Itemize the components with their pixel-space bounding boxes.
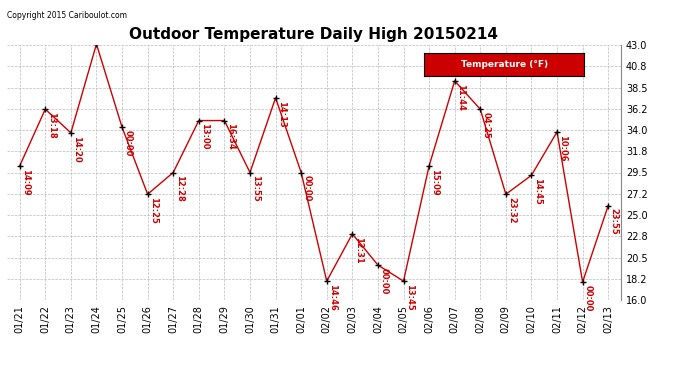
- Text: 13:18: 13:18: [47, 112, 56, 139]
- Text: 00:00: 00:00: [302, 175, 312, 202]
- Text: 23:55: 23:55: [609, 209, 619, 235]
- Text: 16:34: 16:34: [226, 123, 235, 150]
- Text: 15:09: 15:09: [431, 169, 440, 195]
- Text: 12:31: 12:31: [354, 237, 363, 263]
- Text: 12:28: 12:28: [175, 175, 184, 202]
- Text: 14:13: 14:13: [277, 100, 286, 128]
- Text: 14:45: 14:45: [533, 178, 542, 205]
- Text: 14:46: 14:46: [328, 284, 337, 311]
- Text: 11:44: 11:44: [456, 84, 465, 111]
- Text: 12:25: 12:25: [149, 197, 158, 224]
- Text: Copyright 2015 Cariboulot.com: Copyright 2015 Cariboulot.com: [7, 11, 127, 20]
- Text: 14:20: 14:20: [72, 136, 81, 162]
- Text: 10:06: 10:06: [558, 135, 567, 161]
- Text: 00:00: 00:00: [584, 285, 593, 311]
- Text: 23:32: 23:32: [507, 197, 516, 223]
- Text: 00:00: 00:00: [380, 268, 388, 294]
- Text: 13:45: 13:45: [405, 284, 414, 310]
- Title: Outdoor Temperature Daily High 20150214: Outdoor Temperature Daily High 20150214: [130, 27, 498, 42]
- Text: 04:25: 04:25: [482, 112, 491, 139]
- Text: 00:00: 00:00: [124, 130, 132, 156]
- Text: 14:09: 14:09: [21, 169, 30, 195]
- Text: 11:16: 11:16: [0, 374, 1, 375]
- Text: 13:55: 13:55: [251, 175, 260, 202]
- Text: 13:00: 13:00: [200, 123, 209, 150]
